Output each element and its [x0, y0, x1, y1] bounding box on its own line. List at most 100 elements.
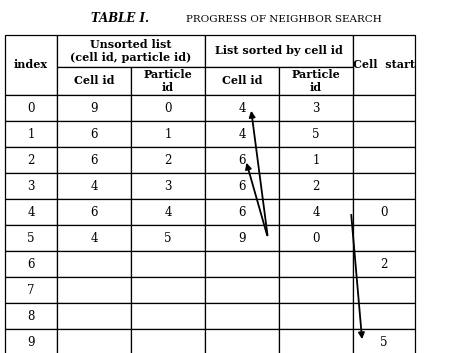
- Bar: [131, 225, 205, 251]
- Text: 4: 4: [27, 205, 35, 219]
- Text: Particle
id: Particle id: [144, 69, 192, 93]
- Text: PROGRESS OF NEIGHBOR SEARCH: PROGRESS OF NEIGHBOR SEARCH: [186, 14, 382, 24]
- Bar: [205, 173, 279, 199]
- Text: Cell id: Cell id: [74, 76, 114, 86]
- Text: 3: 3: [164, 179, 172, 192]
- Bar: [353, 199, 415, 225]
- Bar: [131, 95, 205, 121]
- Bar: [57, 225, 131, 251]
- Text: 2: 2: [312, 179, 319, 192]
- Bar: [279, 199, 353, 225]
- Bar: [279, 277, 353, 303]
- Bar: [5, 95, 57, 121]
- Text: 2: 2: [164, 154, 172, 167]
- Text: 6: 6: [238, 205, 246, 219]
- Bar: [57, 251, 131, 277]
- Bar: [279, 225, 353, 251]
- Text: Cell id: Cell id: [222, 76, 262, 86]
- Text: 4: 4: [164, 205, 172, 219]
- Bar: [5, 121, 57, 147]
- Bar: [353, 121, 415, 147]
- Bar: [131, 147, 205, 173]
- Text: 0: 0: [380, 205, 388, 219]
- Bar: [5, 173, 57, 199]
- Text: 6: 6: [90, 127, 98, 140]
- Bar: [5, 251, 57, 277]
- Bar: [279, 303, 353, 329]
- Text: 4: 4: [90, 179, 98, 192]
- Text: 5: 5: [27, 232, 35, 245]
- Bar: [353, 277, 415, 303]
- Bar: [279, 67, 353, 95]
- Bar: [353, 35, 415, 95]
- Bar: [131, 277, 205, 303]
- Text: 4: 4: [238, 127, 246, 140]
- Bar: [205, 35, 353, 67]
- Bar: [353, 147, 415, 173]
- Bar: [205, 251, 279, 277]
- Bar: [353, 95, 415, 121]
- Bar: [131, 199, 205, 225]
- Text: 0: 0: [164, 102, 172, 114]
- Bar: [205, 147, 279, 173]
- Text: 1: 1: [312, 154, 319, 167]
- Bar: [279, 251, 353, 277]
- Text: 4: 4: [238, 102, 246, 114]
- Text: 8: 8: [27, 310, 35, 323]
- Bar: [5, 199, 57, 225]
- Text: List sorted by cell id: List sorted by cell id: [215, 46, 343, 56]
- Text: 6: 6: [27, 257, 35, 270]
- Bar: [205, 199, 279, 225]
- Text: 6: 6: [238, 179, 246, 192]
- Text: 0: 0: [312, 232, 320, 245]
- Text: 1: 1: [27, 127, 35, 140]
- Bar: [5, 303, 57, 329]
- Text: 9: 9: [27, 335, 35, 348]
- Bar: [57, 35, 205, 67]
- Bar: [205, 303, 279, 329]
- Text: 6: 6: [90, 154, 98, 167]
- Bar: [353, 225, 415, 251]
- Text: 1: 1: [164, 127, 172, 140]
- Text: 6: 6: [90, 205, 98, 219]
- Bar: [57, 277, 131, 303]
- Bar: [57, 95, 131, 121]
- Bar: [279, 121, 353, 147]
- Bar: [131, 329, 205, 353]
- Bar: [57, 147, 131, 173]
- Bar: [57, 303, 131, 329]
- Text: Cell  start: Cell start: [353, 60, 415, 71]
- Bar: [5, 277, 57, 303]
- Bar: [57, 199, 131, 225]
- Bar: [279, 329, 353, 353]
- Bar: [57, 329, 131, 353]
- Bar: [5, 225, 57, 251]
- Bar: [353, 303, 415, 329]
- Bar: [353, 173, 415, 199]
- Bar: [205, 329, 279, 353]
- Text: 4: 4: [312, 205, 320, 219]
- Bar: [5, 35, 57, 95]
- Text: 9: 9: [238, 232, 246, 245]
- Bar: [279, 147, 353, 173]
- Bar: [353, 251, 415, 277]
- Text: index: index: [14, 60, 48, 71]
- Text: 5: 5: [380, 335, 388, 348]
- Bar: [205, 277, 279, 303]
- Bar: [57, 67, 131, 95]
- Text: 5: 5: [312, 127, 320, 140]
- Text: Particle
id: Particle id: [292, 69, 340, 93]
- Bar: [131, 121, 205, 147]
- Text: 5: 5: [164, 232, 172, 245]
- Bar: [205, 121, 279, 147]
- Bar: [279, 173, 353, 199]
- Text: Unsorted list
(cell id, particle id): Unsorted list (cell id, particle id): [70, 39, 191, 63]
- Bar: [205, 95, 279, 121]
- Text: TABLE I.: TABLE I.: [91, 12, 149, 25]
- Bar: [57, 173, 131, 199]
- Text: 3: 3: [27, 179, 35, 192]
- Text: 2: 2: [380, 257, 388, 270]
- Bar: [353, 329, 415, 353]
- Bar: [5, 329, 57, 353]
- Bar: [205, 225, 279, 251]
